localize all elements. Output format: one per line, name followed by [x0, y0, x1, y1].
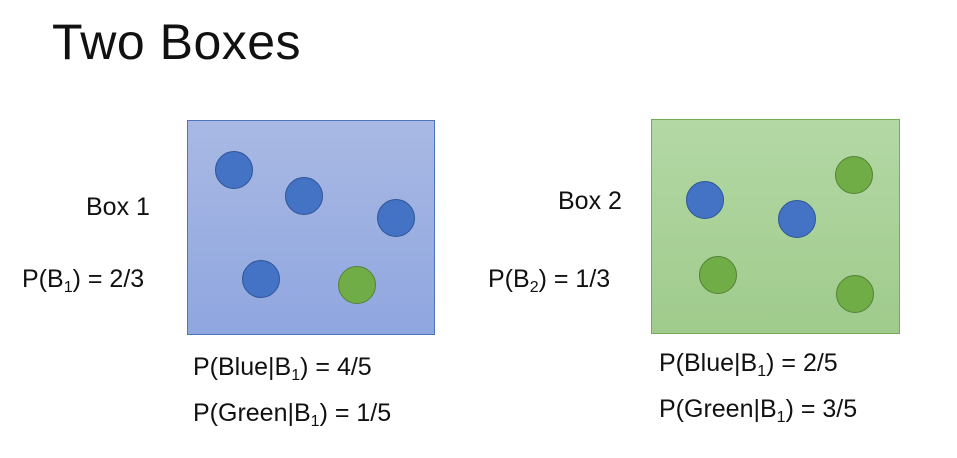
box1-label: Box 1	[86, 193, 150, 221]
green-ball	[699, 256, 737, 294]
box1-p-blue: P(Blue|B1) = 4/5	[193, 353, 372, 384]
blue-ball	[285, 177, 323, 215]
blue-ball	[242, 260, 280, 298]
page-title: Two Boxes	[52, 14, 302, 70]
blue-ball	[686, 181, 724, 219]
blue-ball	[215, 151, 253, 189]
green-ball	[836, 275, 874, 313]
box2-p-green: P(Green|B1) = 3/5	[659, 395, 858, 426]
box1	[187, 120, 435, 335]
blue-ball	[778, 200, 816, 238]
box2-p-blue: P(Blue|B1) = 2/5	[659, 349, 838, 380]
box2	[651, 119, 900, 334]
box1-p-green: P(Green|B1) = 1/5	[193, 399, 392, 430]
box2-label: Box 2	[558, 187, 622, 215]
blue-ball	[377, 199, 415, 237]
green-ball	[338, 266, 376, 304]
box2-prior: P(B2) = 1/3	[488, 265, 611, 296]
box1-prior: P(B1) = 2/3	[22, 265, 145, 296]
green-ball	[835, 156, 873, 194]
